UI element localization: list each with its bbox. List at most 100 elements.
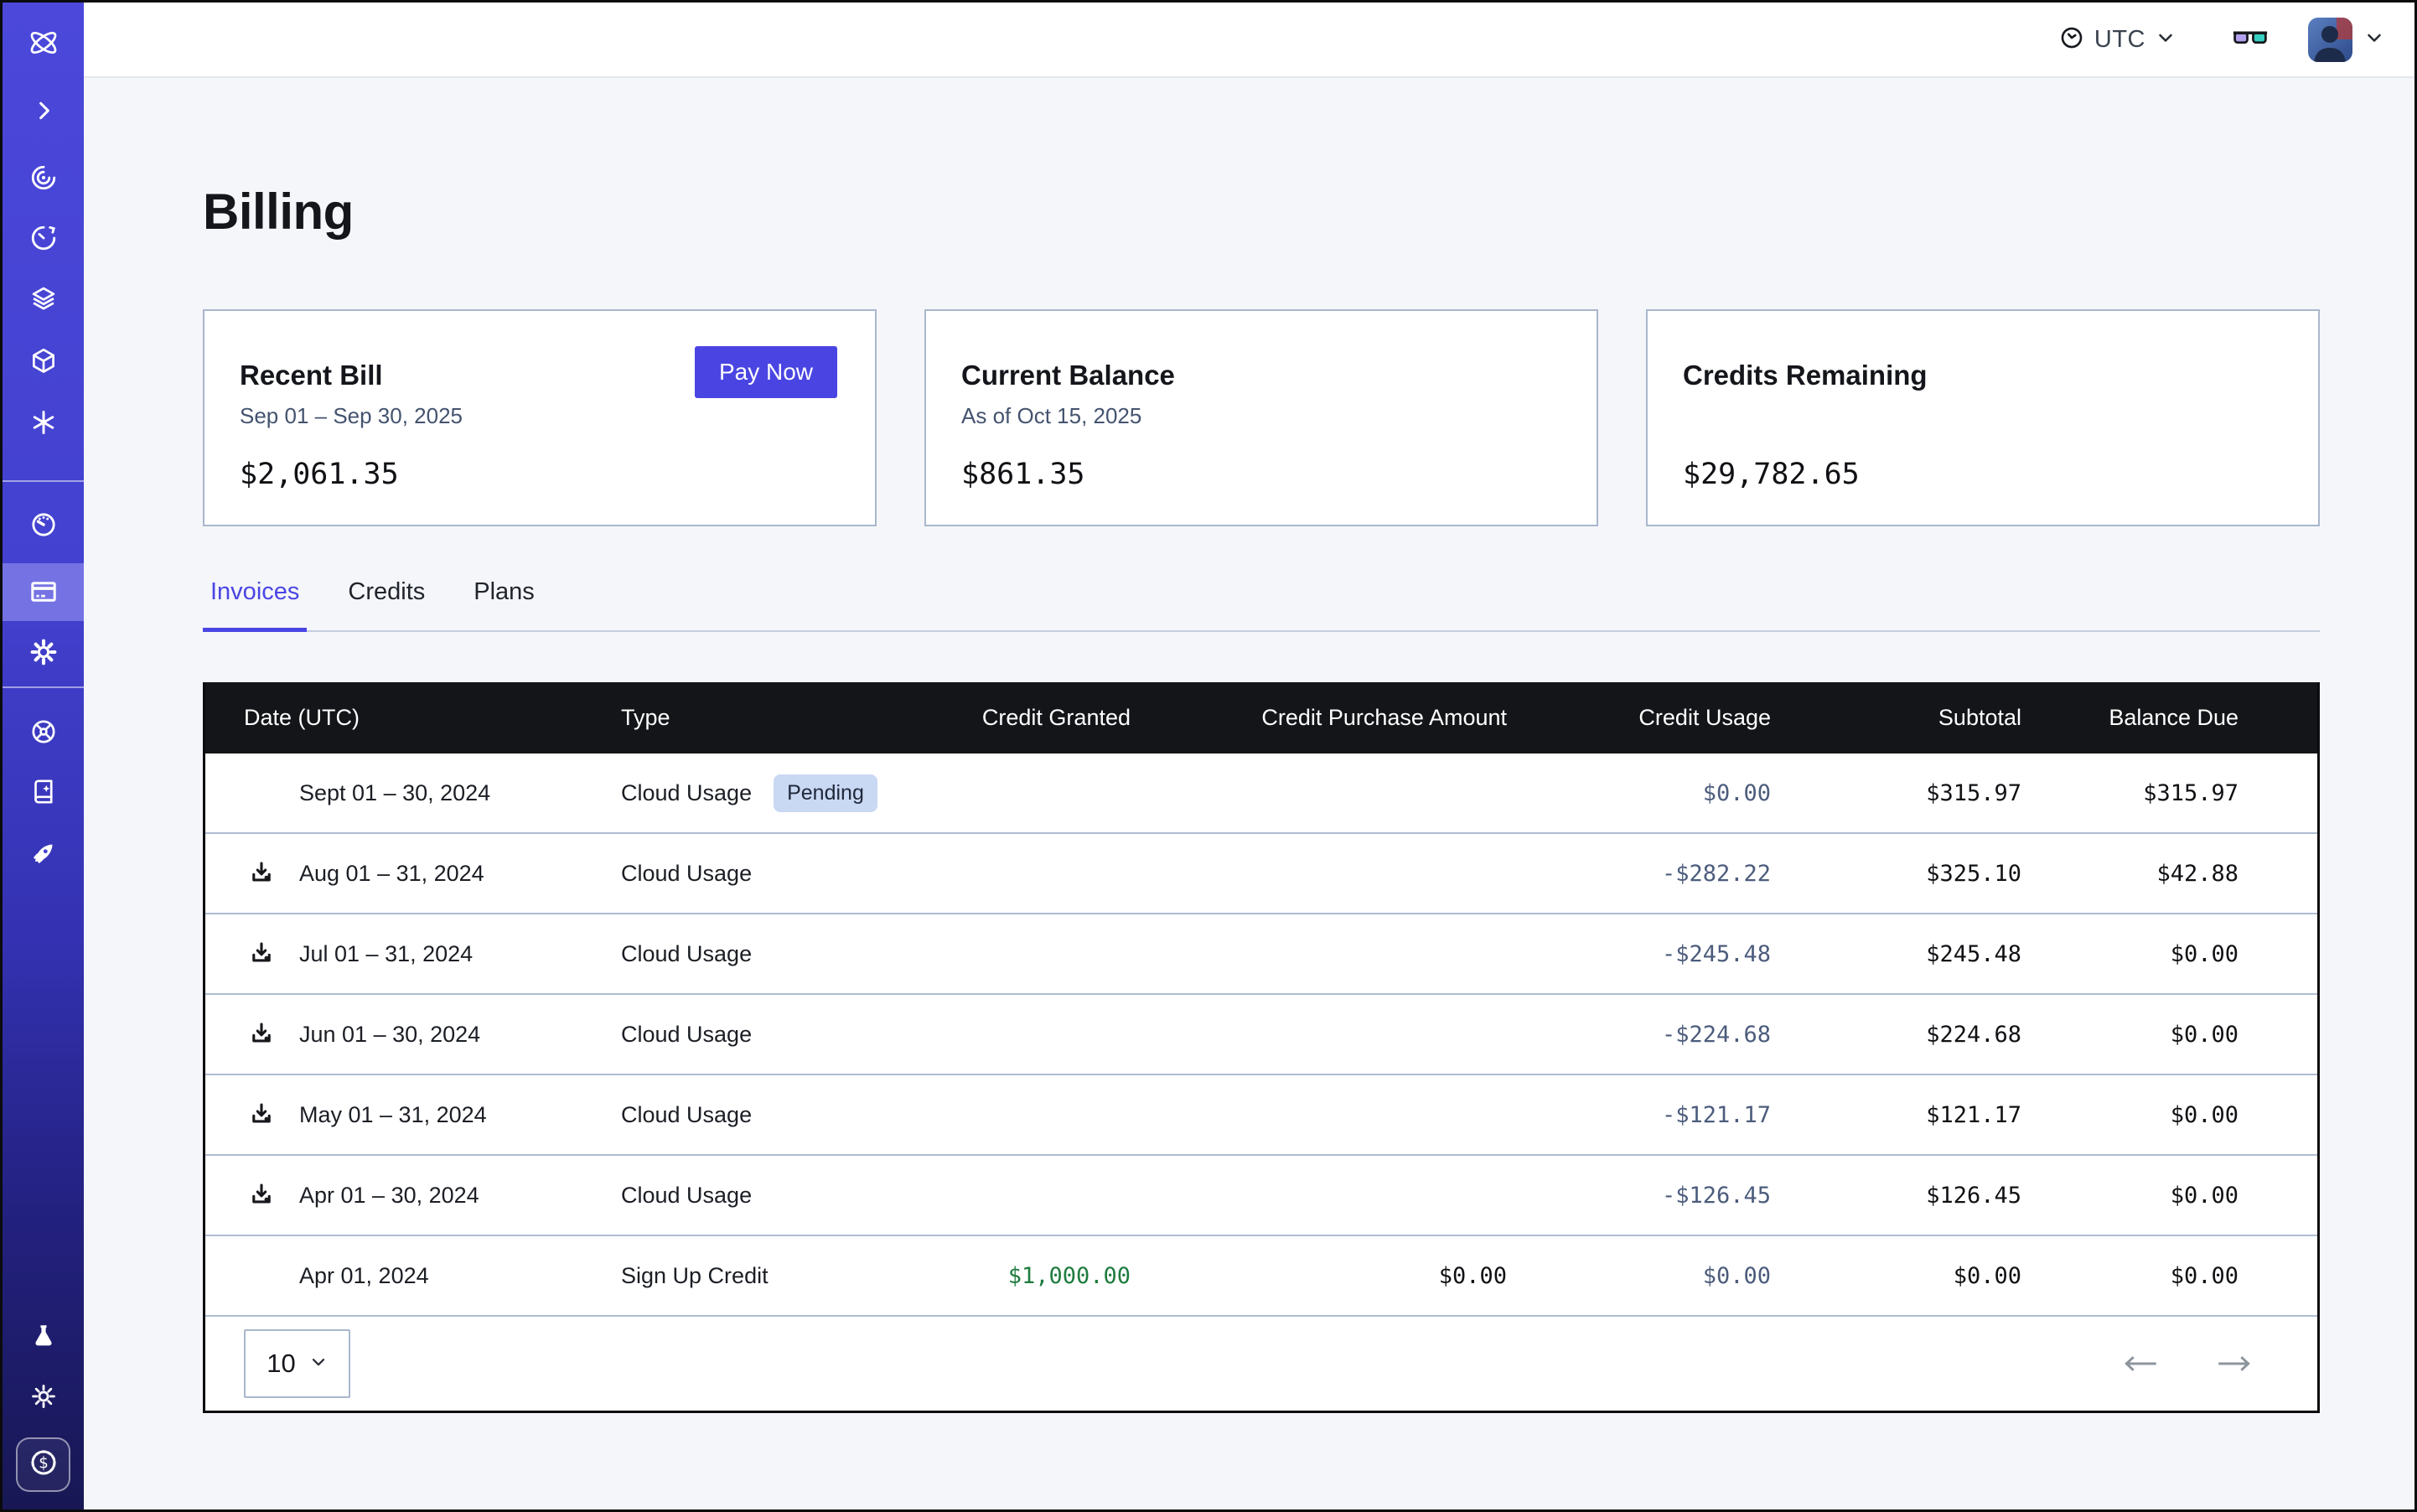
download-invoice-button[interactable] [247,1020,299,1049]
subtotal-value: $224.68 [1926,1021,2021,1048]
table-row: Apr 01, 2024 Sign Up Credit $1,000.00 $0… [205,1236,2317,1317]
column-header-credit-purchase: Credit Purchase Amount [1261,705,1507,730]
sidebar-item-deploy[interactable] [3,835,84,872]
download-invoice-button[interactable] [247,940,299,968]
column-header-date: Date (UTC) [244,705,360,730]
clock-icon [2059,25,2084,54]
sidebar-item-expand[interactable] [3,92,84,129]
sidebar-item-layers[interactable] [3,280,84,317]
sidebar-item-experiments[interactable] [3,1318,84,1354]
credits-remaining-card: Credits Remaining $29,782.65 [1646,309,2320,526]
invoice-date: Aug 01 – 31, 2024 [299,860,484,886]
sidebar-item-logo[interactable] [3,24,84,61]
timezone-label: UTC [2094,25,2145,53]
column-header-credit-granted: Credit Granted [981,705,1131,730]
main-content: Billing Recent Bill Sep 01 – Sep 30, 202… [84,80,2414,1509]
pagination-bar: 10 [205,1317,2317,1411]
page-title: Billing [203,184,354,240]
chevron-down-icon [309,1353,328,1375]
credit-purchase-value: $0.00 [1438,1262,1507,1289]
invoice-date: Apr 01 – 30, 2024 [299,1182,479,1208]
table-row: Jul 01 – 31, 2024 Cloud Usage -$245.48 $… [205,914,2317,995]
rocket-icon [29,839,58,867]
balance-as-of: As of Oct 15, 2025 [961,403,1142,428]
sidebar-item-credits[interactable]: $ [16,1437,70,1492]
sidebar-divider [3,686,84,688]
recent-bill-card: Recent Bill Sep 01 – Sep 30, 2025 $2,061… [203,309,877,526]
sidebar-item-metrics[interactable] [3,506,84,543]
sidebar-item-time-travel[interactable] [3,220,84,256]
credits-remaining-amount: $29,782.65 [1683,458,1860,491]
chevron-right-icon [30,97,57,124]
sidebar-item-hub[interactable] [3,713,84,750]
cube-icon [29,346,58,375]
sidebar-item-theme[interactable] [3,1378,84,1415]
credit-usage-value: $0.00 [1702,1262,1771,1289]
next-page-button[interactable] [2213,1353,2255,1375]
gauge-icon [29,510,58,539]
invoice-type: Cloud Usage [621,940,753,966]
gear-icon [29,638,58,666]
invoice-type: Cloud Usage [621,860,753,886]
balance-due-value: $42.88 [2156,860,2238,887]
column-header-credit-usage: Credit Usage [1638,705,1771,730]
sidebar-item-settings[interactable] [3,634,84,671]
dollar-seal-icon: $ [28,1447,60,1483]
download-invoice-button[interactable] [247,1181,299,1209]
balance-due-value: $0.00 [2170,1182,2238,1209]
logo-orbit-icon [25,24,62,61]
timezone-selector[interactable]: UTC [2059,25,2176,54]
invoice-type: Cloud Usage [621,779,753,805]
balance-due-value: $0.00 [2170,1101,2238,1128]
card-title: Recent Bill [240,360,383,391]
credit-usage-value: -$282.22 [1661,860,1771,887]
page-size-select[interactable]: 10 [244,1329,350,1398]
invoice-type: Cloud Usage [621,1021,753,1047]
sun-icon [29,1382,58,1411]
column-header-subtotal: Subtotal [1938,705,2021,730]
chevron-down-icon [2156,28,2176,52]
download-invoice-button[interactable] [247,1100,299,1129]
page-size-value: 10 [267,1349,296,1378]
sidebar-item-functions[interactable] [3,404,84,441]
pay-now-button[interactable]: Pay Now [694,346,837,398]
asterisk-icon [29,408,58,437]
subtotal-value: $0.00 [1953,1262,2021,1289]
subtotal-value: $315.97 [1926,779,2021,806]
recent-bill-amount: $2,061.35 [240,458,399,491]
invoice-date: Jul 01 – 31, 2024 [299,940,474,966]
sidebar-item-docs[interactable] [3,773,84,810]
flask-icon [29,1322,58,1350]
sidebar-item-sandbox[interactable] [3,342,84,379]
table-header: Date (UTC) Type Credit Granted Credit Pu… [205,682,2317,753]
topbar: UTC [84,3,2414,78]
tab-credits[interactable]: Credits [348,578,426,605]
balance-due-value: $0.00 [2170,1021,2238,1048]
reader-mode-button[interactable] [2231,26,2269,54]
column-header-balance-due: Balance Due [2109,705,2238,730]
sidebar-item-billing[interactable] [3,573,84,610]
billing-card-icon [28,577,59,607]
invoices-table: Date (UTC) Type Credit Granted Credit Pu… [203,682,2320,1413]
invoice-date: Apr 01, 2024 [299,1262,429,1288]
sidebar-active-highlight [3,563,84,621]
card-title: Current Balance [961,360,1175,391]
invoice-date: Jun 01 – 30, 2024 [299,1021,481,1047]
table-row: Sept 01 – 30, 2024 Cloud Usage Pending $… [205,753,2317,834]
invoice-type: Sign Up Credit [621,1262,769,1288]
subtotal-value: $245.48 [1926,940,2021,967]
previous-page-button[interactable] [2119,1353,2161,1375]
sidebar-item-observe[interactable] [3,159,84,196]
account-menu[interactable] [2308,17,2384,62]
card-title: Credits Remaining [1683,360,1928,391]
glasses-icon [2231,26,2269,54]
svg-text:$: $ [39,1454,49,1472]
table-row: Aug 01 – 31, 2024 Cloud Usage -$282.22 $… [205,834,2317,914]
tab-invoices[interactable]: Invoices [203,578,308,632]
download-invoice-button[interactable] [247,859,299,888]
table-row: Jun 01 – 30, 2024 Cloud Usage -$224.68 $… [205,995,2317,1075]
billing-period: Sep 01 – Sep 30, 2025 [240,403,463,428]
balance-due-value: $0.00 [2170,1262,2238,1289]
tab-plans[interactable]: Plans [474,578,535,605]
table-row: Apr 01 – 30, 2024 Cloud Usage -$126.45 $… [205,1156,2317,1236]
